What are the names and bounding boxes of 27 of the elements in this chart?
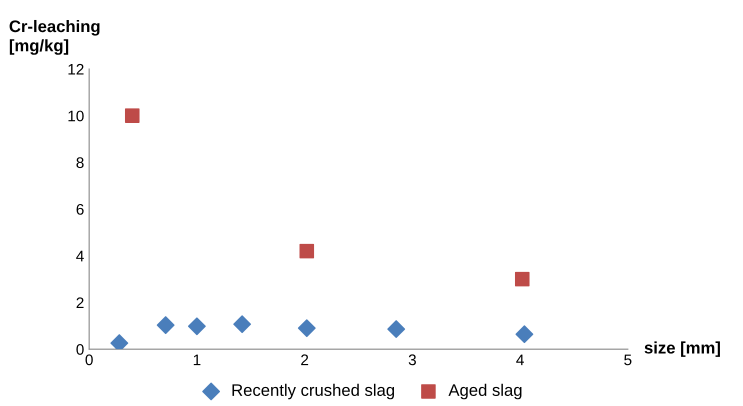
point [514,272,530,286]
x-tick-label: 0 [86,354,93,366]
y-tick-label: 6 [76,204,84,215]
y-tick-label: 12 [68,64,84,75]
x-tick-label: 3 [408,354,416,366]
y-tick-label: 0 [76,344,84,355]
point [300,244,314,258]
y-tick-label: 10 [68,110,84,122]
point [110,334,128,350]
x-tick-label: 4 [516,354,524,366]
y-tick-label: 4 [76,250,84,262]
y-tick-label: 2 [76,297,84,308]
point [233,315,252,334]
y-axis-title: Cr-leaching [mg/kg] [10,20,100,55]
x-axis-title: size [mm] [644,341,720,357]
x-tick-label: 5 [624,354,632,366]
point [156,316,175,334]
point [124,108,140,123]
point [188,317,206,336]
legend-label: Recently crushed slag [232,384,394,400]
x-tick-label: 2 [301,354,308,366]
point [387,320,406,338]
legend-label: Aged slag [448,384,522,400]
point [298,319,316,338]
point [516,325,534,344]
y-tick-label: 8 [76,157,84,168]
x-tick-label: 1 [194,354,200,366]
